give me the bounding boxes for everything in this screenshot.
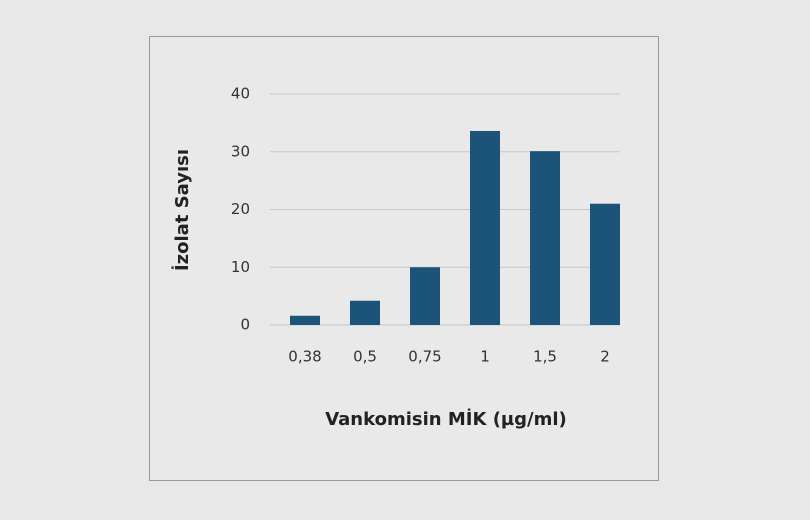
bar (470, 130, 500, 325)
y-tick-label: 20 (231, 200, 250, 218)
chart-panel (149, 36, 659, 481)
bar (590, 203, 620, 325)
y-tick-label: 30 (231, 142, 250, 160)
y-tick-label: 0 (240, 316, 250, 334)
bar (350, 300, 380, 325)
y-tick-label: 10 (231, 258, 250, 276)
x-axis-title: Vankomisin MİK (µg/ml) (325, 408, 567, 430)
bar (530, 151, 560, 325)
x-tick-label: 2 (600, 348, 610, 366)
bar (410, 267, 440, 325)
x-tick-label: 0,38 (288, 348, 321, 366)
bar (290, 315, 320, 325)
y-axis-title: İzolat Sayısı (171, 149, 193, 271)
x-tick-label: 0,5 (353, 348, 377, 366)
x-tick-label: 0,75 (408, 348, 441, 366)
x-tick-label: 1,5 (533, 348, 557, 366)
y-tick-label: 40 (231, 85, 250, 103)
x-tick-label: 1 (480, 348, 490, 366)
